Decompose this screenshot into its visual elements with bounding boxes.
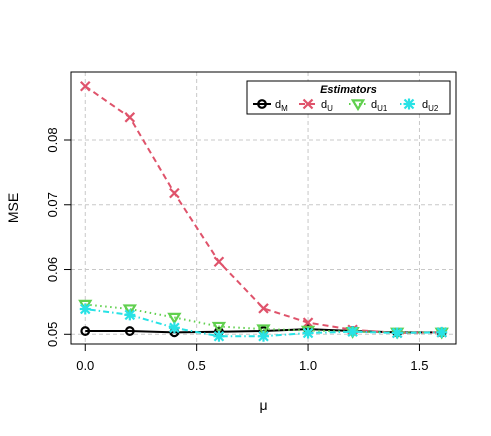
legend-swatch-marker-dU1 <box>350 99 366 112</box>
series-dU2 <box>79 303 448 342</box>
series-dM-point-1 <box>124 326 135 336</box>
y-tick-label-2: 0.07 <box>45 192 60 217</box>
series-dU1-point-4 <box>256 324 271 337</box>
x-tick-label-3: 1.5 <box>410 358 428 373</box>
series-dU2-point-5 <box>302 327 314 339</box>
series-dU2-point-0 <box>79 303 91 315</box>
legend-entry-dU2: dU2 <box>400 98 439 113</box>
series-dU-point-2 <box>169 187 180 199</box>
legend-label-dU2: dU2 <box>422 99 439 113</box>
series-dM-point-0 <box>80 326 91 336</box>
x-axis-label: μ <box>259 397 267 413</box>
y-tick-label-1: 0.06 <box>45 257 60 282</box>
series-dU2-point-1 <box>124 309 136 321</box>
series-dU-point-4 <box>258 303 269 314</box>
series-dU-point-1-stroke-b <box>124 112 136 123</box>
series-dU2-point-2 <box>168 322 180 334</box>
legend-swatch-marker-dM <box>257 99 267 109</box>
x-tick-label-1: 0.5 <box>188 358 206 373</box>
series-dU1-line <box>85 303 442 334</box>
series-dU-line <box>84 85 442 334</box>
legend-box <box>246 80 451 115</box>
legend-label-dU1: dU1 <box>371 99 388 113</box>
legend-label-dU: dU <box>321 99 333 113</box>
legend-title: Estimators <box>320 84 377 96</box>
x-tick-label-2: 1.0 <box>299 358 317 373</box>
y-axis: 0.05 0.06 0.07 0.08 <box>45 127 72 347</box>
x-axis: 0.0 0.5 1.0 1.5 <box>76 343 428 373</box>
series-dU2-point-4 <box>258 330 269 342</box>
y-axis-label: MSE <box>5 193 21 223</box>
series-dU <box>79 80 448 339</box>
y-tick-label-3: 0.08 <box>45 127 60 152</box>
legend-entry-dU: dU <box>299 98 333 113</box>
series-dU2-point-7 <box>391 327 403 339</box>
series-dU1-point-2 <box>167 312 182 325</box>
series-dU-point-4-stroke-b <box>258 303 269 314</box>
legend-entry-dU1: dU1 <box>349 99 388 113</box>
series-dU-point-3 <box>213 256 225 268</box>
series-layer <box>78 80 449 342</box>
legend: Estimators dM dU dU1 dU2 <box>246 80 451 115</box>
series-dU-point-0 <box>79 80 91 92</box>
series-dU-point-5-stroke-b <box>302 317 314 328</box>
series-dU1-point-3 <box>211 321 227 334</box>
series-dU-point-3-stroke-b <box>213 256 225 268</box>
series-dU2-point-6 <box>347 326 359 338</box>
series-dU-point-0-stroke-b <box>79 80 91 92</box>
y-tick-label-0: 0.05 <box>45 322 60 347</box>
legend-swatch-marker-dU <box>302 98 314 110</box>
series-dU1-point-1 <box>122 304 137 317</box>
series-dU2-point-8 <box>436 326 448 338</box>
series-dU2-point-3 <box>213 330 225 342</box>
legend-label-dM: dM <box>275 99 288 113</box>
legend-entries: dM dU dU1 dU2 <box>253 98 439 113</box>
series-dU-point-2-stroke-b <box>169 187 180 199</box>
legend-swatch-marker-dU-stroke-b <box>302 98 314 110</box>
legend-swatch-marker-dU2 <box>403 98 415 110</box>
series-dU-point-1 <box>124 112 136 123</box>
series-dU-point-5 <box>302 317 314 328</box>
legend-entry-dM: dM <box>253 99 288 113</box>
x-tick-label-0: 0.0 <box>76 358 94 373</box>
